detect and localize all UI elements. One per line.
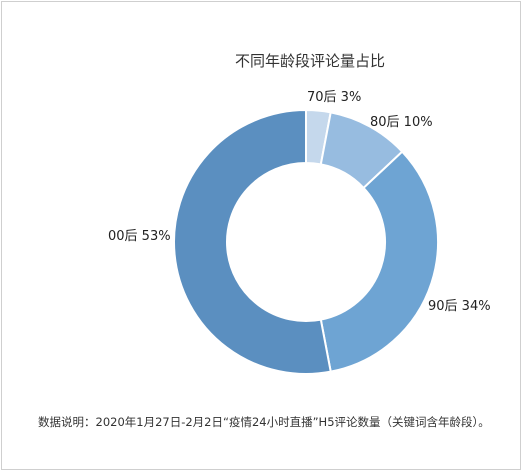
data-note: 数据说明：2020年1月27日-2月2日“疫情24小时直播”H5评论数量（关键词… — [38, 415, 490, 429]
chart-title: 不同年龄段评论量占比 — [235, 52, 385, 70]
donut-slice-90后 — [319, 150, 439, 373]
slice-label-00后: 00后 53% — [108, 229, 171, 244]
donut-slices — [173, 108, 439, 375]
slice-labels: 70后 3% 80后 10% 90后 34% 00后 53% — [108, 90, 491, 314]
slice-label-90后: 90后 34% — [428, 299, 491, 314]
slice-label-80后: 80后 10% — [370, 115, 433, 130]
slice-label-70后: 70后 3% — [307, 90, 361, 105]
donut-slice-00后 — [173, 108, 332, 375]
